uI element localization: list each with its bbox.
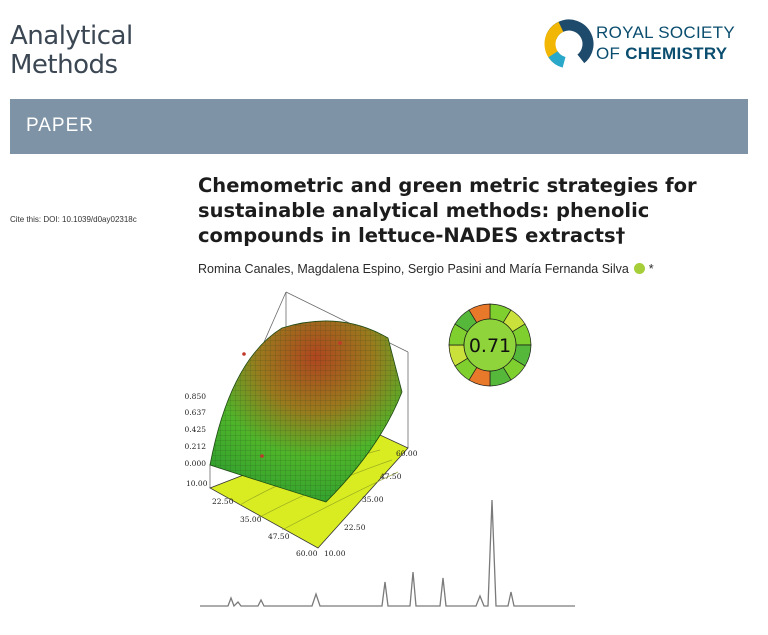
journal-title: Analytical Methods	[10, 22, 133, 80]
x-tick: 35.00	[240, 515, 262, 524]
y-axis: 60.00 47.50 35.00 22.50 10.00	[324, 449, 418, 558]
article-title-line1: Chemometric and green metric strategies …	[198, 174, 697, 197]
surface-mesh	[210, 320, 402, 502]
chromatogram-trace	[200, 499, 575, 608]
z-tick: 0.212	[185, 442, 207, 451]
y-tick: 10.00	[324, 549, 346, 558]
corresponding-mark: *	[648, 262, 654, 276]
author-list: Romina Canales, Magdalena Espino, Sergio…	[198, 262, 654, 276]
publisher-name: ROYAL SOCIETY OF CHEMISTRY	[596, 22, 735, 64]
x-tick: 22.50	[212, 497, 234, 506]
x-tick: 47.50	[268, 532, 290, 541]
citation: Cite this: DOI: 10.1039/d0ay02318c	[10, 215, 137, 224]
agree-segments	[448, 303, 532, 387]
publisher-line1: ROYAL SOCIETY	[596, 23, 735, 42]
y-tick: 47.50	[380, 472, 402, 481]
x-tick: 10.00	[186, 479, 208, 488]
publisher-line2: OF CHEMISTRY	[596, 43, 735, 64]
y-tick: 35.00	[362, 495, 384, 504]
agree-pictogram: 0.71	[448, 303, 532, 387]
rsc-logo-icon	[544, 19, 594, 69]
graphical-abstract: 0.850 0.637 0.425 0.212 0.000 10.00 22.5…	[185, 291, 575, 608]
z-axis: 0.850 0.637 0.425 0.212 0.000	[185, 392, 207, 468]
x-tick: 60.00	[296, 549, 318, 558]
article-type-label: PAPER	[26, 115, 95, 136]
article-title: Chemometric and green metric strategies …	[198, 173, 718, 248]
z-tick: 0.000	[185, 459, 207, 468]
y-tick: 22.50	[344, 523, 366, 532]
journal-title-line2: Methods	[10, 50, 118, 80]
orcid-icon[interactable]	[634, 263, 646, 274]
z-tick: 0.425	[185, 425, 207, 434]
publisher-line2-bold: CHEMISTRY	[625, 44, 728, 63]
agree-score: 0.71	[469, 335, 511, 357]
x-axis: 10.00 22.50 35.00 47.50 60.00	[186, 479, 318, 558]
y-tick: 60.00	[396, 449, 418, 458]
publisher-line2-prefix: OF	[596, 44, 626, 63]
article-title-line3: compounds in lettuce-NADES extracts†	[198, 224, 626, 247]
authors-text: Romina Canales, Magdalena Espino, Sergio…	[198, 262, 629, 276]
design-points	[242, 341, 342, 458]
agree-center	[463, 318, 517, 372]
article-title-line2: sustainable analytical methods: phenolic	[198, 199, 650, 222]
z-tick: 0.637	[185, 408, 207, 417]
article-type-banner: PAPER	[10, 99, 748, 154]
z-tick: 0.850	[185, 392, 207, 401]
journal-title-line1: Analytical	[10, 21, 133, 51]
